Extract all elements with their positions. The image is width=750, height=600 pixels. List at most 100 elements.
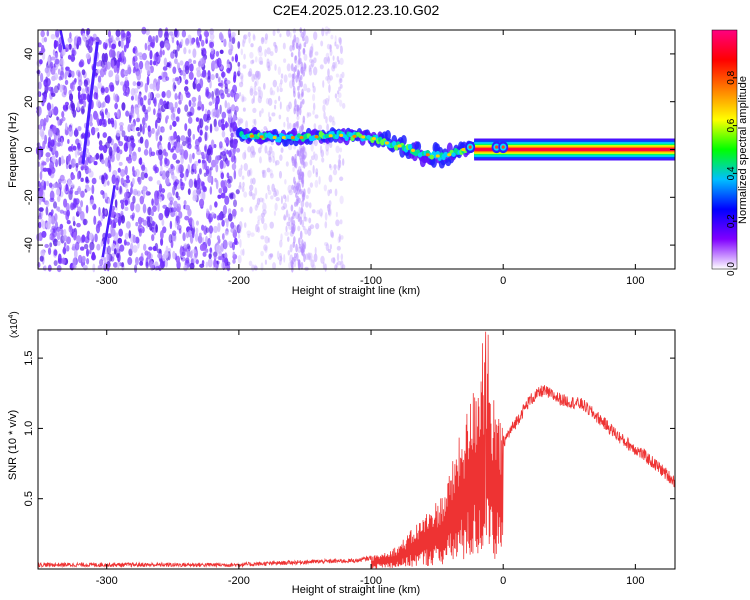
- noise-speck: [155, 34, 159, 44]
- noise-speck: [267, 237, 271, 243]
- noise-speck: [308, 65, 312, 73]
- noise-speck: [286, 221, 291, 227]
- signal-peak: [290, 135, 295, 140]
- noise-speck: [100, 189, 104, 195]
- noise-speck: [205, 248, 209, 253]
- noise-speck: [181, 251, 186, 257]
- noise-speck: [54, 52, 59, 59]
- noise-speck: [251, 151, 257, 156]
- noise-speck: [223, 38, 227, 48]
- noise-speck: [268, 253, 273, 260]
- noise-speck: [220, 261, 226, 270]
- noise-speck: [178, 99, 182, 105]
- noise-speck: [218, 187, 223, 194]
- noise-speck: [325, 142, 330, 152]
- noise-speck: [202, 251, 207, 257]
- noise-speck: [334, 188, 338, 197]
- noise-speck: [294, 98, 297, 108]
- noise-speck: [313, 31, 318, 41]
- noise-speck: [201, 69, 207, 78]
- noise-speck: [292, 44, 295, 51]
- noise-speck: [114, 199, 118, 208]
- noise-speck: [52, 49, 56, 56]
- noise-speck: [251, 193, 256, 200]
- noise-speck: [233, 169, 237, 180]
- noise-speck: [339, 147, 343, 153]
- noise-speck: [287, 194, 290, 203]
- noise-speck: [215, 179, 219, 190]
- noise-speck: [67, 146, 73, 152]
- noise-speck: [257, 86, 262, 92]
- noise-speck: [48, 214, 52, 225]
- noise-speck: [189, 250, 193, 259]
- noise-speck: [327, 248, 332, 253]
- noise-speck: [106, 111, 111, 119]
- noise-speck: [139, 136, 144, 144]
- noise-speck: [217, 77, 221, 83]
- noise-speck: [68, 164, 72, 170]
- noise-speck: [254, 204, 258, 211]
- noise-speck: [339, 195, 344, 205]
- noise-speck: [142, 219, 148, 226]
- noise-speck: [171, 145, 176, 151]
- noise-speck: [132, 188, 138, 196]
- noise-speck: [104, 174, 109, 181]
- x-tick-label: 0: [500, 575, 506, 587]
- noise-speck: [108, 146, 113, 157]
- noise-speck: [45, 152, 51, 158]
- noise-speck: [227, 182, 232, 189]
- noise-speck: [307, 112, 312, 117]
- noise-speck: [299, 125, 302, 134]
- noise-speck: [167, 141, 171, 151]
- noise-speck: [173, 28, 178, 38]
- noise-speck: [161, 219, 165, 227]
- noise-speck: [172, 120, 177, 127]
- noise-speck: [46, 180, 49, 187]
- noise-speck: [96, 113, 99, 123]
- noise-speck: [114, 180, 119, 190]
- noise-speck: [201, 159, 206, 164]
- noise-speck: [216, 235, 221, 241]
- noise-speck: [205, 227, 210, 234]
- noise-speck: [162, 66, 168, 71]
- noise-speck: [216, 57, 222, 68]
- noise-speck: [220, 79, 224, 89]
- noise-speck: [267, 184, 270, 191]
- signal-halo: [415, 141, 422, 152]
- noise-speck: [328, 174, 333, 183]
- noise-speck: [329, 244, 332, 250]
- noise-speck: [161, 71, 165, 79]
- signal-peak: [314, 135, 319, 139]
- noise-speck: [115, 232, 119, 242]
- noise-speck: [220, 192, 226, 199]
- noise-speck: [315, 222, 320, 230]
- noise-speck: [53, 249, 58, 256]
- noise-speck: [234, 237, 238, 245]
- signal-peak: [281, 135, 286, 140]
- noise-speck: [176, 141, 181, 148]
- noise-speck: [275, 196, 280, 202]
- noise-speck: [174, 211, 178, 217]
- noise-speck: [102, 101, 106, 108]
- noise-speck: [125, 179, 131, 184]
- noise-speck: [77, 206, 82, 215]
- noise-speck: [74, 190, 79, 196]
- noise-speck: [190, 168, 195, 175]
- noise-speck: [132, 165, 135, 174]
- noise-speck: [245, 120, 248, 130]
- noise-speck: [62, 104, 66, 110]
- noise-speck: [132, 56, 136, 67]
- noise-speck: [143, 95, 147, 101]
- noise-speck: [226, 102, 231, 111]
- noise-speck: [216, 244, 221, 253]
- noise-speck: [232, 113, 237, 122]
- noise-speck: [327, 68, 330, 78]
- noise-speck: [78, 61, 84, 68]
- noise-speck: [176, 40, 179, 46]
- noise-speck: [198, 232, 202, 237]
- signal-peak: [352, 134, 357, 138]
- noise-speck: [135, 221, 139, 227]
- noise-speck: [328, 163, 332, 169]
- noise-speck: [288, 101, 292, 110]
- noise-speck: [151, 234, 155, 242]
